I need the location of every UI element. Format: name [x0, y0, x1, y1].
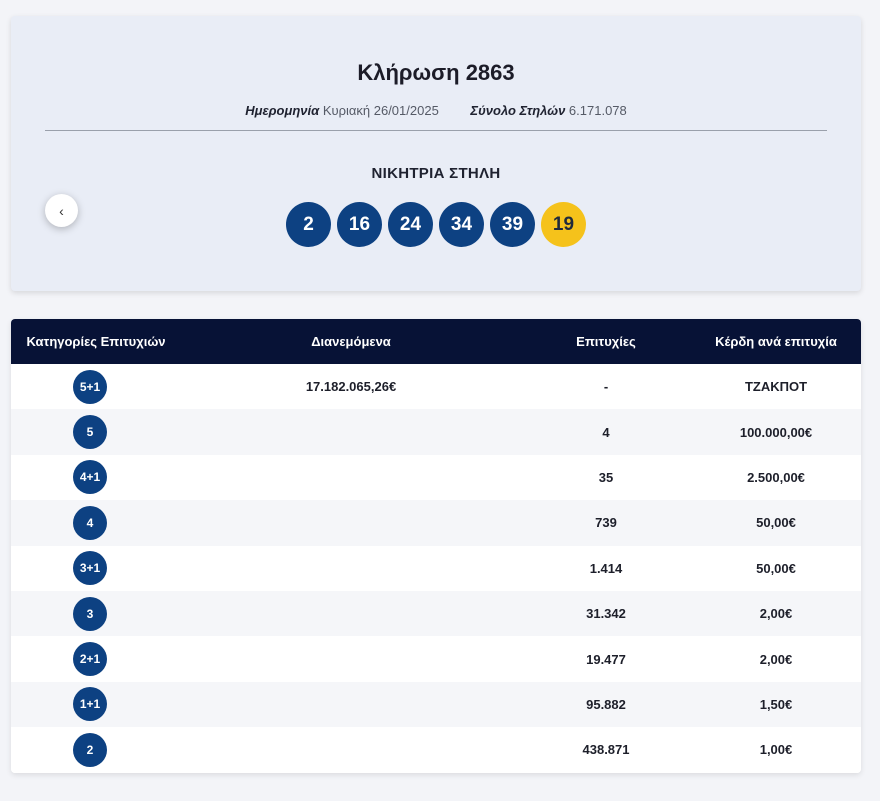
- prize-table: Κατηγορίες Επιτυχιών Διανεμόμενα Επιτυχί…: [11, 319, 861, 773]
- category-ball: 3+1: [73, 551, 107, 586]
- table-row: 4 739 50,00€: [11, 500, 861, 546]
- table-row: 2+1 19.477 2,00€: [11, 636, 861, 682]
- draw-card: Κλήρωση 2863 Ημερομηνία Κυριακή 26/01/20…: [11, 16, 861, 291]
- header-prize: Κέρδη ανά επιτυχία: [715, 334, 837, 349]
- winners-cell: 739: [595, 515, 617, 531]
- winners-cell: 95.882: [586, 696, 626, 712]
- total-label: Σύνολο Στηλών: [470, 103, 566, 118]
- distributed-cell: 17.182.065,26€: [305, 379, 397, 395]
- category-ball: 2: [73, 732, 107, 767]
- winners-cell: 1.414: [589, 560, 623, 576]
- date-value: Κυριακή 26/01/2025: [322, 103, 439, 118]
- total-value: 6.171.078: [568, 103, 627, 118]
- category-ball: 5: [73, 415, 107, 450]
- table-row: 3+1 1.414 50,00€: [11, 545, 861, 591]
- winning-column-label: ΝΙΚΗΤΡΙΑ ΣΤΗΛΗ: [371, 165, 501, 182]
- divider: [45, 130, 827, 131]
- chevron-left-icon: ‹: [59, 202, 64, 219]
- draw-meta: Ημερομηνία Κυριακή 26/01/2025 Σύνολο Στη…: [11, 103, 861, 118]
- category-ball: 4+1: [73, 460, 107, 495]
- table-row: 4+1 35 2.500,00€: [11, 454, 861, 501]
- winners-cell: 31.342: [586, 606, 626, 622]
- category-ball: 4: [73, 505, 107, 540]
- table-row: 1+1 95.882 1,50€: [11, 681, 861, 728]
- category-ball: 5+1: [73, 369, 107, 404]
- winners-cell: -: [603, 379, 609, 395]
- prize-cell: 2.500,00€: [747, 469, 805, 485]
- table-row: 3 31.342 2,00€: [11, 590, 861, 637]
- table-row: 5 4 100.000,00€: [11, 409, 861, 455]
- winners-cell: 35: [598, 469, 614, 485]
- date-label: Ημερομηνία: [245, 103, 320, 118]
- prize-cell: ΤΖΑΚΠΟΤ: [744, 379, 808, 395]
- winners-cell: 4: [602, 424, 610, 440]
- category-ball: 1+1: [73, 687, 107, 722]
- draw-title: Κλήρωση 2863: [357, 60, 515, 85]
- draw-total: Σύνολο Στηλών 6.171.078: [470, 103, 626, 118]
- table-row: 5+1 17.182.065,26€ - ΤΖΑΚΠΟΤ: [11, 364, 861, 410]
- table-row: 2 438.871 1,00€: [11, 727, 861, 773]
- winners-cell: 438.871: [582, 742, 630, 758]
- previous-draw-button[interactable]: ‹: [45, 194, 78, 227]
- prize-cell: 50,00€: [756, 560, 796, 576]
- number-ball: 24: [388, 202, 433, 247]
- number-ball: 39: [490, 202, 535, 247]
- prize-cell: 1,00€: [759, 742, 793, 758]
- category-ball: 2+1: [73, 642, 107, 677]
- winning-numbers: 2 16 24 34 39 19: [11, 202, 861, 247]
- number-ball: 2: [286, 202, 331, 247]
- prize-cell: 2,00€: [759, 651, 793, 667]
- prize-cell: 100.000,00€: [739, 424, 813, 440]
- number-ball: 34: [439, 202, 484, 247]
- header-distributed: Διανεμόμενα: [311, 334, 391, 349]
- number-ball: 16: [337, 202, 382, 247]
- draw-date: Ημερομηνία Κυριακή 26/01/2025: [245, 103, 439, 118]
- bonus-ball: 19: [541, 202, 586, 247]
- category-ball: 3: [73, 596, 107, 631]
- table-body: 5+1 17.182.065,26€ - ΤΖΑΚΠΟΤ 5 4 100.000…: [11, 364, 861, 773]
- prize-cell: 1,50€: [759, 696, 793, 712]
- prize-cell: 2,00€: [759, 606, 793, 622]
- winners-cell: 19.477: [586, 651, 626, 667]
- header-winners: Επιτυχίες: [576, 334, 636, 349]
- table-header: Κατηγορίες Επιτυχιών Διανεμόμενα Επιτυχί…: [11, 319, 861, 364]
- prize-cell: 50,00€: [756, 515, 796, 531]
- header-category: Κατηγορίες Επιτυχιών: [26, 334, 166, 349]
